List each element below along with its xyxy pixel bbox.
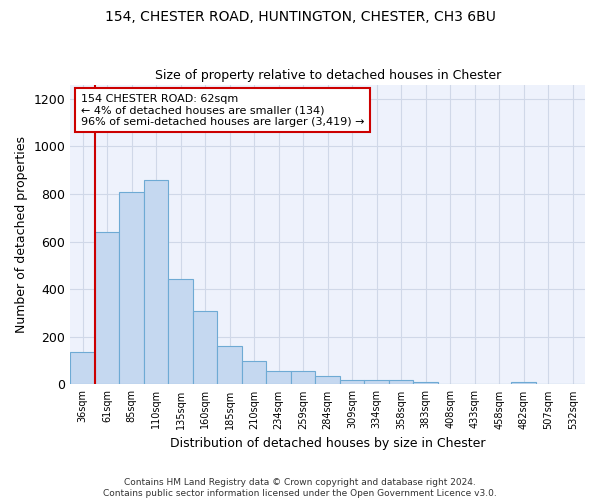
- Bar: [364, 380, 389, 384]
- Bar: [511, 382, 536, 384]
- Text: Contains HM Land Registry data © Crown copyright and database right 2024.
Contai: Contains HM Land Registry data © Crown c…: [103, 478, 497, 498]
- Bar: [119, 192, 144, 384]
- Bar: [144, 180, 169, 384]
- Text: 154, CHESTER ROAD, HUNTINGTON, CHESTER, CH3 6BU: 154, CHESTER ROAD, HUNTINGTON, CHESTER, …: [104, 10, 496, 24]
- Bar: [95, 232, 119, 384]
- Bar: [169, 278, 193, 384]
- Bar: [193, 310, 217, 384]
- Bar: [266, 372, 291, 384]
- Text: 154 CHESTER ROAD: 62sqm
← 4% of detached houses are smaller (134)
96% of semi-de: 154 CHESTER ROAD: 62sqm ← 4% of detached…: [80, 94, 364, 127]
- Bar: [242, 362, 266, 384]
- Bar: [340, 380, 364, 384]
- Bar: [316, 376, 340, 384]
- Bar: [291, 372, 316, 384]
- Y-axis label: Number of detached properties: Number of detached properties: [15, 136, 28, 333]
- Bar: [413, 382, 438, 384]
- X-axis label: Distribution of detached houses by size in Chester: Distribution of detached houses by size …: [170, 437, 485, 450]
- Bar: [217, 346, 242, 385]
- Bar: [389, 380, 413, 384]
- Title: Size of property relative to detached houses in Chester: Size of property relative to detached ho…: [155, 69, 501, 82]
- Bar: [70, 352, 95, 384]
